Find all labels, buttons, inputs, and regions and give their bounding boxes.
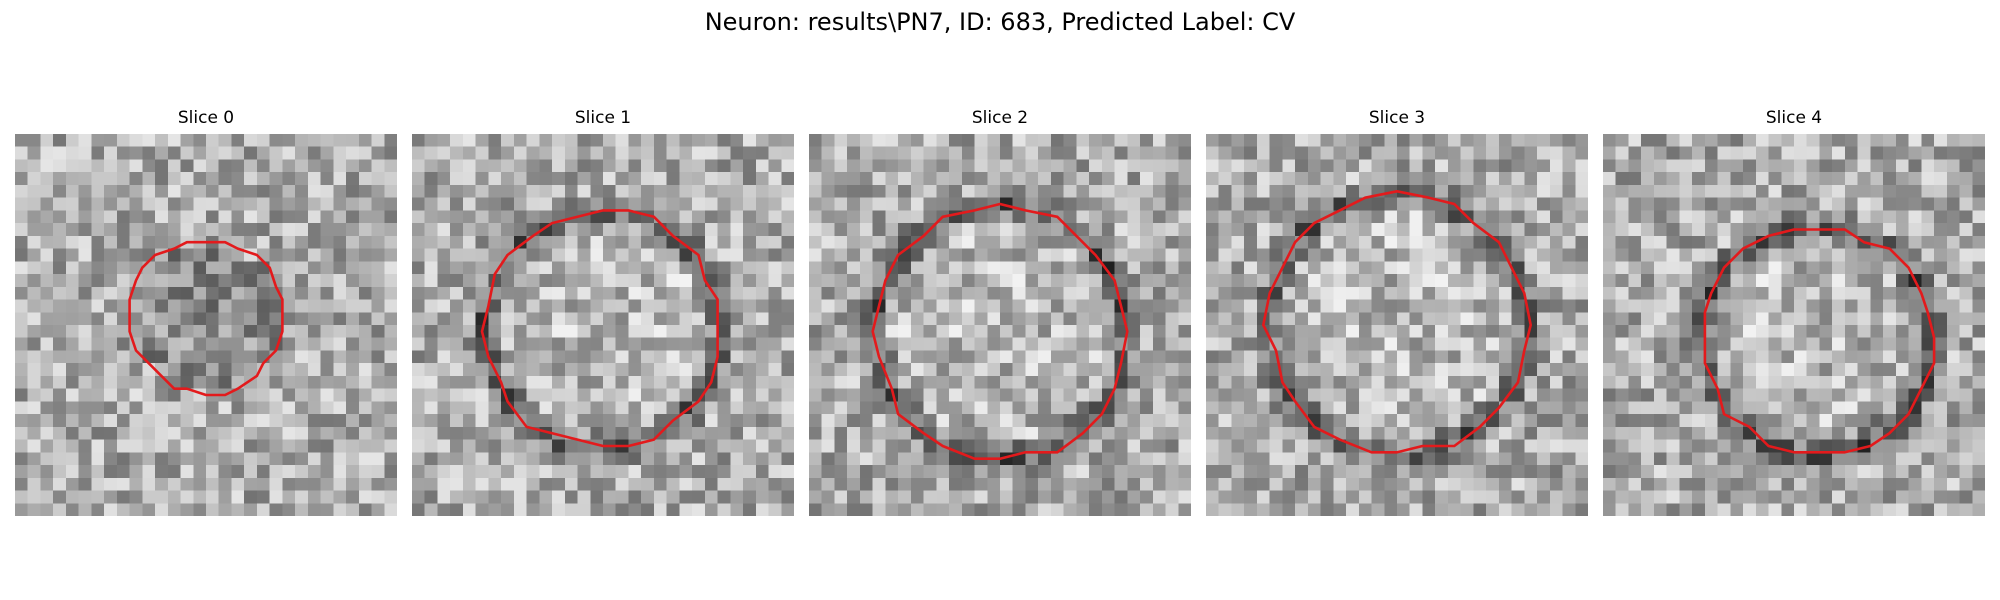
slice-image bbox=[412, 134, 794, 516]
pixel-grid bbox=[412, 134, 794, 516]
roi-outline bbox=[128, 240, 284, 397]
slice-panel-0: Slice 0 bbox=[15, 106, 397, 520]
slice-image bbox=[15, 134, 397, 516]
roi-outline bbox=[871, 202, 1129, 461]
figure-title: Neuron: results\PN7, ID: 683, Predicted … bbox=[704, 8, 1296, 36]
slice-title: Slice 4 bbox=[1765, 108, 1823, 128]
slice-panel-1: Slice 1 bbox=[412, 106, 794, 520]
slice-title: Slice 3 bbox=[1368, 108, 1426, 128]
slice-title: Slice 0 bbox=[177, 108, 235, 128]
slice-panel-4: Slice 4 bbox=[1603, 106, 1985, 520]
slice-panel-2: Slice 2 bbox=[809, 106, 1191, 520]
roi-outline bbox=[480, 209, 719, 448]
slice-image bbox=[1206, 134, 1588, 516]
roi-outline bbox=[1261, 189, 1533, 454]
slice-title: Slice 1 bbox=[574, 108, 632, 128]
slice-image bbox=[809, 134, 1191, 516]
slice-panel-3: Slice 3 bbox=[1206, 106, 1588, 520]
slice-title: Slice 2 bbox=[971, 108, 1029, 128]
roi-outline bbox=[1703, 228, 1936, 454]
slice-image bbox=[1603, 134, 1985, 516]
pixel-grid bbox=[1603, 134, 1985, 516]
pixel-grid bbox=[15, 134, 397, 516]
pixel-grid bbox=[1206, 134, 1588, 516]
